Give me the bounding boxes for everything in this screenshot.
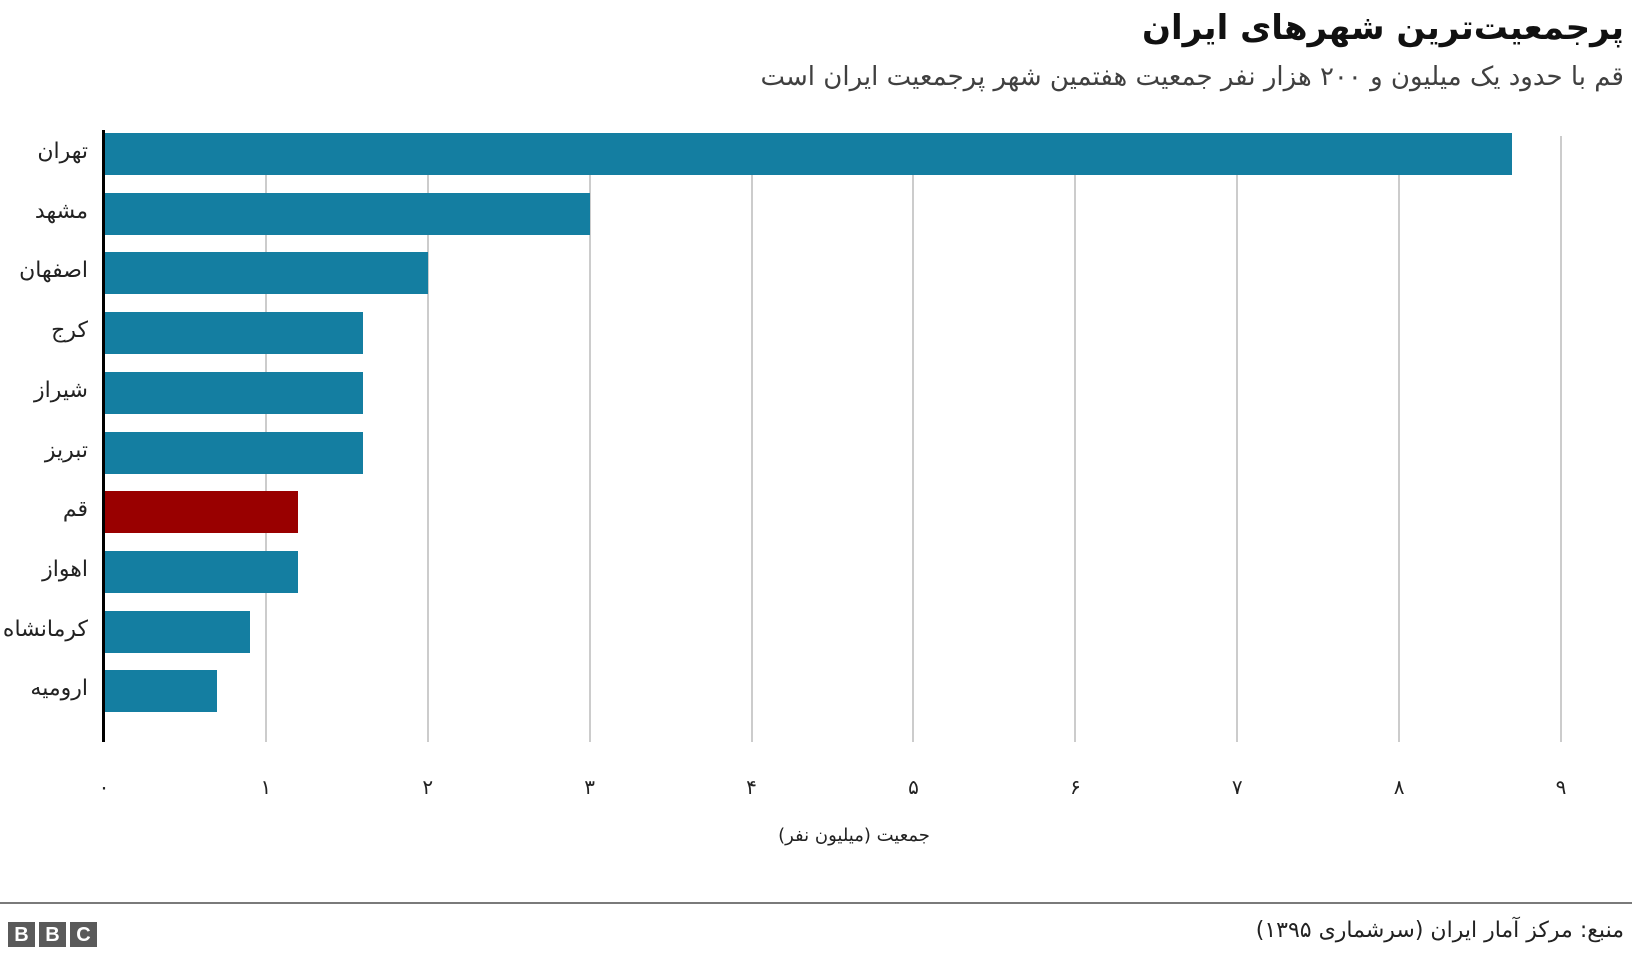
bbc-logo: B B C [8, 922, 97, 947]
category-label: ارومیه [30, 676, 88, 702]
category-label: کرمانشاه [2, 616, 88, 642]
gridline [1560, 136, 1562, 742]
category-label: مشهد [34, 198, 88, 224]
bar [104, 371, 364, 414]
x-tick-label: ۰ [98, 775, 110, 799]
gridline [750, 136, 753, 742]
gridline [588, 136, 591, 742]
source-note: منبع: مرکز آمار ایران (سرشماری ۱۳۹۵) [1255, 918, 1624, 943]
bar [104, 670, 218, 713]
x-tick-label: ۵ [908, 775, 919, 799]
category-label: تهران [37, 139, 88, 164]
bbc-logo-b1: B [8, 922, 35, 947]
footer-divider [0, 902, 1632, 904]
category-label: شیراز [34, 377, 88, 403]
chart-title: پرجمعیت‌ترین شهرهای ایران [1141, 8, 1624, 48]
bbc-logo-c: C [70, 922, 97, 947]
x-tick-label: ۹ [1555, 775, 1567, 799]
gridline [426, 136, 429, 742]
x-tick-label: ۳ [584, 775, 596, 799]
x-axis-label: جمعیت (میلیون نفر) [778, 825, 930, 846]
gridline [1074, 136, 1077, 742]
gridline [912, 136, 915, 742]
bar [104, 133, 1513, 175]
x-tick-label: ۲ [422, 775, 434, 799]
category-label: کرج [51, 318, 88, 344]
x-tick-label: ۱ [260, 775, 272, 799]
x-tick-label: ۷ [1231, 775, 1243, 799]
y-axis-line [102, 130, 105, 742]
gridline [1236, 136, 1239, 742]
x-tick-label: ۴ [746, 775, 757, 799]
bar [104, 431, 364, 474]
category-label: اصفهان [19, 258, 88, 284]
bar [104, 252, 428, 295]
bar [104, 192, 590, 235]
bar [104, 491, 299, 534]
gridline [1398, 136, 1401, 742]
bar [104, 610, 250, 653]
category-label: تبریز [44, 437, 88, 463]
plot-area [102, 130, 1562, 742]
chart-subtitle: قم با حدود یک میلیون و ۲۰۰ هزار نفر جمعی… [760, 62, 1624, 92]
x-tick-label: ۸ [1393, 775, 1405, 799]
bbc-logo-b2: B [39, 922, 66, 947]
x-tick-label: ۶ [1069, 775, 1081, 799]
bar [104, 312, 364, 355]
category-label: اهواز [42, 556, 88, 582]
bar [104, 550, 299, 593]
category-label: قم [62, 497, 88, 523]
